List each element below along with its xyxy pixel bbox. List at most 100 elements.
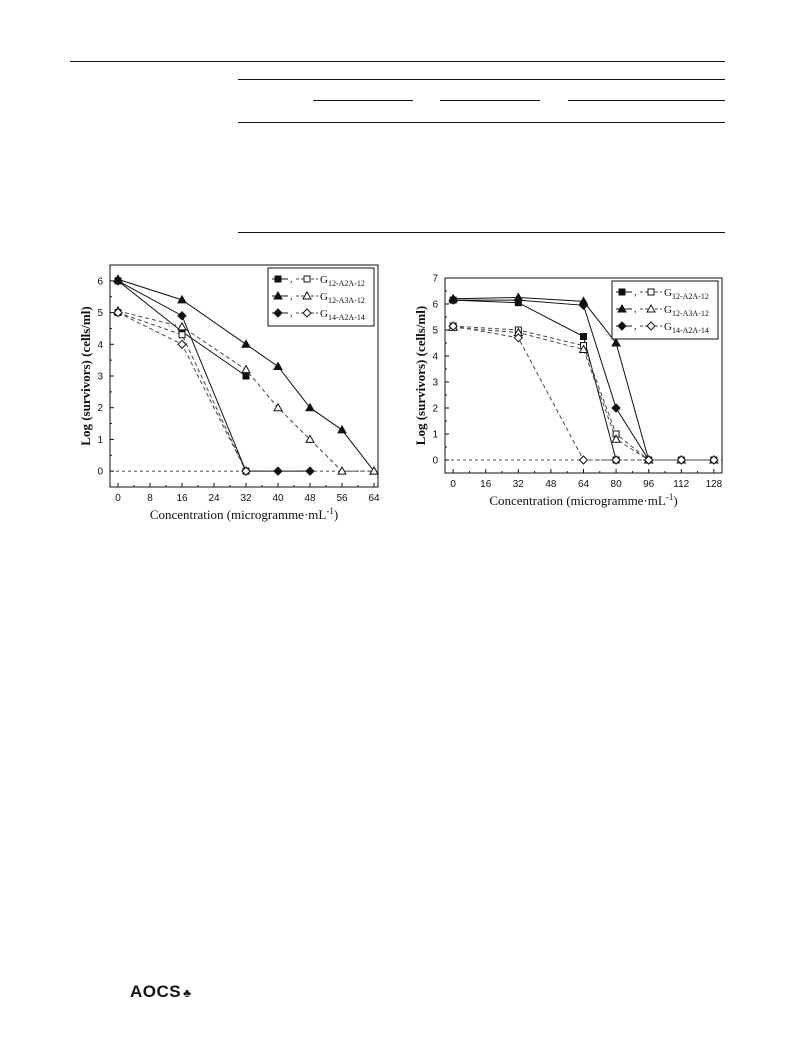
left-xtick-label: 24 [208, 493, 220, 504]
right-legend-label-sub: 12-A3A-12 [672, 309, 709, 318]
right-series-5-point [578, 455, 589, 465]
right-series-5-point [676, 455, 686, 465]
left-series-4-point [177, 311, 187, 321]
right-legend-open-marker [646, 303, 656, 313]
right-xtick-label: 96 [643, 479, 655, 490]
right-legend-comma: , [634, 304, 637, 315]
header-rule [70, 61, 725, 62]
left-series-4-point [113, 276, 123, 286]
left-series-3-point [177, 321, 187, 331]
table-subrule-3 [568, 100, 725, 101]
chart-right: 0 16 32 48 64 80 96 112 128 0 1 2 3 4 5 6 7 Concentration… [395, 0, 793, 520]
table-subrule-1 [313, 100, 413, 101]
right-ytick-label: 1 [432, 430, 438, 441]
left-series-2-point [273, 361, 283, 370]
left-series-0-point [242, 372, 250, 380]
left-x-axis-label-sup: -1 [326, 506, 334, 516]
left-legend-filled-marker [274, 275, 282, 283]
left-series-2-point [241, 339, 251, 348]
left-series-line-1 [117, 312, 247, 472]
right-series-3-point [611, 434, 621, 443]
left-legend-open-marker [302, 290, 312, 300]
right-xtick-label: 112 [673, 479, 689, 490]
left-ytick-label: 1 [97, 435, 103, 446]
right-series-5-point [448, 321, 458, 331]
left-series-3-point [241, 364, 251, 374]
right-x-axis-label: Concentration (microgramme·mL-1) [489, 492, 677, 508]
right-ytick-label: 7 [432, 274, 438, 285]
left-x-axis-label-end: ) [334, 507, 338, 522]
left-legend-comma: , [290, 291, 293, 302]
right-ytick-label: 2 [432, 404, 438, 415]
right-xtick-label: 128 [706, 479, 723, 490]
left-legend-comma: , [290, 308, 293, 319]
left-legend-open-marker [303, 275, 311, 283]
right-ytick-label: 4 [432, 352, 438, 363]
right-ytick-label: 3 [432, 378, 438, 389]
right-legend-open-marker [647, 288, 655, 296]
right-legend-comma: , [634, 321, 637, 332]
right-legend-label-sub: 12-A2A-12 [672, 292, 709, 301]
left-series-3-point [337, 466, 347, 475]
table-bottom-rule [238, 232, 725, 233]
right-series-0-point [580, 333, 587, 340]
right-series-5-point [513, 333, 524, 343]
left-xtick-label: 0 [115, 493, 121, 504]
left-series-5-point [241, 466, 251, 476]
right-legend-filled-marker [617, 321, 627, 331]
left-ytick-label: 2 [97, 403, 103, 414]
right-series-5-point [611, 455, 621, 465]
right-xtick-label: 16 [480, 479, 492, 490]
left-legend-label-sub: 12-A2A-12 [328, 279, 365, 288]
right-series-4-point [611, 403, 621, 413]
left-legend-box [267, 267, 375, 327]
table-header-rule [238, 122, 725, 123]
left-series-2-point [305, 402, 315, 412]
right-ytick-label: 0 [432, 456, 438, 467]
left-legend-label-sub: 14-A2A-14 [328, 313, 365, 322]
right-legend-open-marker [646, 321, 656, 331]
right-ytick-label: 6 [432, 300, 438, 311]
right-legend-comma: , [634, 287, 637, 298]
right-xtick-label: 48 [545, 479, 557, 490]
left-legend-filled-marker [273, 308, 283, 318]
left-series-3-point [369, 466, 379, 475]
left-xtick-label: 32 [240, 493, 252, 504]
left-xtick-label: 40 [272, 493, 284, 504]
table-subrule-2 [440, 100, 540, 101]
left-series-4-point [305, 466, 315, 476]
left-legend-label-sub: 12-A3A-12 [328, 296, 365, 305]
left-legend-open-marker [302, 308, 312, 318]
left-series-3-point [273, 402, 283, 412]
right-series-2-point [611, 337, 621, 347]
left-legend-filled-marker [273, 290, 283, 300]
left-xtick-label: 56 [336, 493, 348, 504]
left-series-line-3 [117, 310, 374, 472]
right-x-axis-label-sup: -1 [666, 492, 674, 502]
right-series-4-point [578, 300, 589, 311]
left-xtick-label: 16 [176, 493, 188, 504]
right-series-4-point [513, 295, 524, 305]
right-series-4-point [448, 295, 458, 305]
right-xtick-label: 80 [611, 479, 623, 490]
left-ytick-label: 4 [97, 340, 103, 351]
right-legend-filled-marker [618, 288, 626, 296]
right-xtick-label: 64 [578, 479, 590, 490]
right-ytick-label: 5 [432, 326, 438, 337]
left-x-axis-label: Concentration (microgramme·mL-1) [150, 506, 338, 522]
left-series-3-point [305, 434, 315, 443]
logo-mark-icon: ♣ [183, 986, 192, 1000]
left-xtick-label: 64 [368, 493, 380, 504]
table-top-rule [238, 79, 725, 80]
right-series-5-point [643, 455, 654, 465]
left-ytick-label: 5 [97, 308, 103, 319]
left-series-1-point [178, 331, 186, 339]
left-xtick-label: 48 [304, 493, 316, 504]
right-xtick-label: 32 [513, 479, 525, 490]
publisher-logo: AOCS ♣ [130, 982, 192, 1002]
right-series-line-0 [453, 299, 617, 461]
left-series-5-point [113, 307, 123, 318]
right-xtick-label: 0 [450, 479, 456, 490]
right-series-3-point [578, 344, 589, 353]
